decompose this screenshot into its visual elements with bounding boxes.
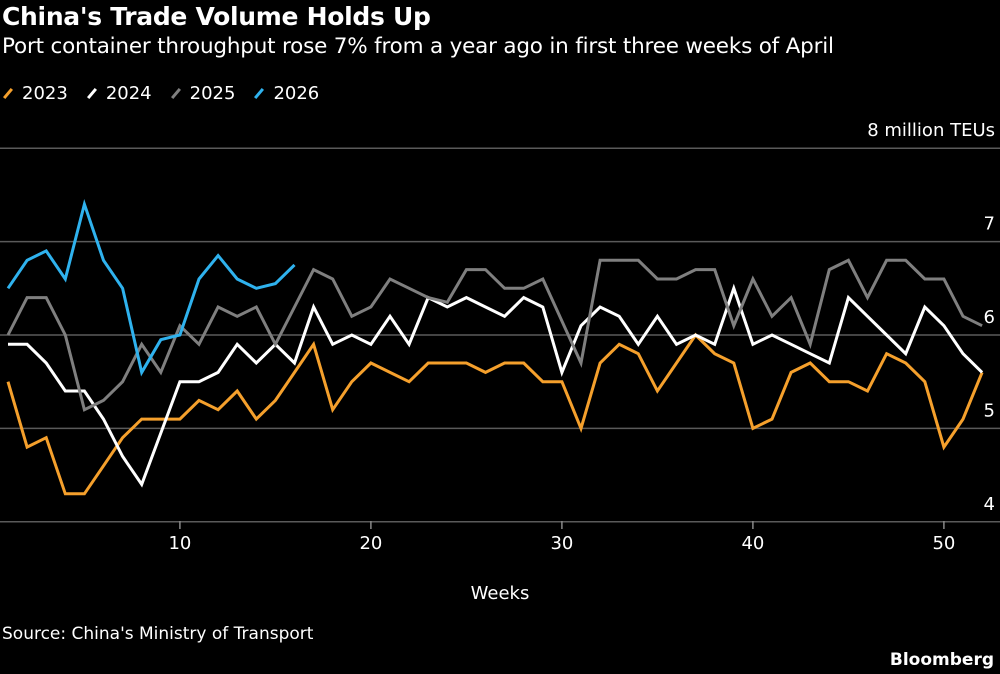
y-tick-label: 7: [984, 214, 995, 235]
x-tick-label: 10: [168, 533, 191, 554]
x-tick-label: 50: [932, 533, 955, 554]
x-tick-label: 20: [359, 533, 382, 554]
series-line-2026: [6, 198, 296, 377]
x-tick-label: 40: [741, 533, 764, 554]
series-line-2024: [8, 283, 984, 488]
x-axis-label: Weeks: [471, 583, 530, 604]
legend: 2023 2024 2025 2026: [2, 83, 319, 104]
legend-label: 2023: [22, 83, 68, 104]
legend-label: 2024: [105, 83, 152, 104]
bloomberg-logo: Bloomberg: [889, 650, 994, 670]
y-tick-label: 8 million TEUs: [867, 120, 995, 141]
y-tick-label: 6: [984, 307, 995, 328]
legend-label: 2026: [273, 83, 320, 104]
legend-item-2025: 2025: [170, 83, 236, 104]
legend-item-2023: 2023: [2, 83, 68, 104]
y-tick-label: 4: [984, 494, 995, 515]
legend-item-2024: 2024: [86, 83, 152, 104]
chart-title: China's Trade Volume Holds Up: [2, 2, 431, 31]
series-line-2025: [6, 258, 983, 412]
series-line-2023: [6, 332, 984, 496]
legend-label: 2025: [189, 83, 236, 104]
y-tick-label: 5: [984, 400, 995, 421]
source-note: Source: China's Ministry of Transport: [2, 624, 314, 644]
legend-item-2026: 2026: [253, 83, 319, 104]
x-tick-label: 30: [550, 533, 573, 554]
chart-subtitle: Port container throughput rose 7% from a…: [2, 34, 834, 59]
